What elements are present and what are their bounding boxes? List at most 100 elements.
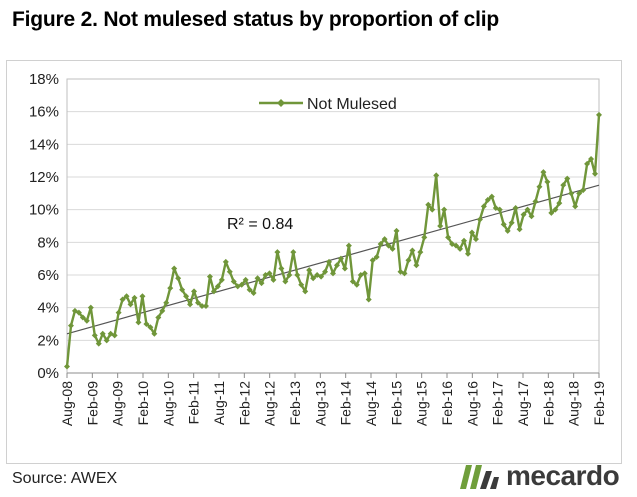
data-point xyxy=(99,330,106,337)
data-point xyxy=(504,227,511,234)
data-point xyxy=(512,205,519,212)
legend-marker xyxy=(277,99,285,107)
data-point xyxy=(592,170,599,177)
x-tick-label: Feb-18 xyxy=(540,381,556,426)
data-point xyxy=(476,216,483,223)
data-point xyxy=(520,211,527,218)
data-point xyxy=(187,301,194,308)
trendline xyxy=(66,184,600,335)
data-point xyxy=(480,203,487,210)
x-tick-label: Aug-10 xyxy=(160,381,176,426)
data-point xyxy=(429,206,436,213)
data-point xyxy=(294,272,301,278)
x-tick-label: Aug-14 xyxy=(363,381,379,426)
data-point xyxy=(409,247,416,254)
data-point xyxy=(353,281,360,288)
data-point xyxy=(111,332,118,339)
data-point xyxy=(413,262,420,269)
data-point xyxy=(365,296,372,303)
data-point xyxy=(393,227,400,234)
data-point xyxy=(131,294,138,301)
data-point xyxy=(508,219,515,226)
data-point xyxy=(330,270,336,277)
data-point xyxy=(119,296,126,303)
mecardo-logo-icon xyxy=(460,465,499,489)
y-tick-label: 6% xyxy=(37,267,59,284)
data-point xyxy=(282,278,289,285)
data-point xyxy=(210,288,217,295)
line-chart: 0% 2% 4% 6% 8% 10% 12% 14% 16% 18% Aug-08 Feb-09 Aug… xyxy=(29,71,607,426)
data-point xyxy=(441,206,448,213)
x-tick-label: Aug-08 xyxy=(59,381,75,426)
data-point xyxy=(171,265,178,272)
data-point xyxy=(333,262,340,269)
data-point xyxy=(266,270,273,277)
data-point xyxy=(544,178,551,185)
x-tick-label: Aug-16 xyxy=(464,381,480,426)
data-point xyxy=(516,226,523,233)
data-point xyxy=(421,234,428,241)
data-point xyxy=(163,299,170,306)
data-point xyxy=(385,242,392,249)
data-point xyxy=(361,270,368,277)
data-point xyxy=(528,213,535,220)
x-tick-label: Aug-11 xyxy=(211,381,227,425)
data-point xyxy=(155,314,162,321)
x-tick-label: Aug-12 xyxy=(262,381,278,426)
data-point xyxy=(445,234,452,241)
data-point xyxy=(552,206,559,213)
data-point xyxy=(135,319,142,326)
data-point xyxy=(484,196,491,203)
data-point xyxy=(524,206,531,213)
data-point xyxy=(127,301,134,308)
data-point xyxy=(226,268,233,275)
data-point xyxy=(540,169,547,176)
data-point xyxy=(389,245,396,252)
data-point xyxy=(453,242,460,249)
data-point xyxy=(254,275,261,282)
data-point xyxy=(286,272,293,278)
data-point xyxy=(67,322,74,329)
x-tick-label: Feb-11 xyxy=(186,381,202,425)
data-point xyxy=(71,307,78,314)
x-tick-label: Feb-16 xyxy=(439,381,455,426)
data-point xyxy=(79,314,86,321)
data-point xyxy=(298,281,305,288)
data-point xyxy=(588,156,595,163)
y-tick-label: 10% xyxy=(29,202,59,219)
x-tick-label: Feb-09 xyxy=(84,381,100,426)
data-point xyxy=(123,293,130,300)
data-point xyxy=(222,258,229,265)
data-point xyxy=(580,187,587,194)
data-point xyxy=(202,303,209,310)
data-point xyxy=(75,309,82,316)
y-tick-label: 2% xyxy=(37,332,59,349)
data-point xyxy=(159,307,166,314)
x-tick-label: Feb-12 xyxy=(236,381,252,426)
chart-title: Figure 2. Not mulesed status by proporti… xyxy=(12,8,500,31)
chart-area: 0% 2% 4% 6% 8% 10% 12% 14% 16% 18% Aug-08 Feb-09 Aug… xyxy=(6,60,622,464)
data-point xyxy=(322,268,329,275)
data-point xyxy=(175,275,182,282)
data-point xyxy=(95,340,102,347)
y-tick-label: 8% xyxy=(37,234,59,251)
data-point xyxy=(532,198,539,205)
data-point xyxy=(568,190,575,197)
data-point xyxy=(572,203,579,210)
data-point xyxy=(246,286,253,293)
series-line-not-mulesed xyxy=(65,114,601,367)
data-point xyxy=(230,278,237,285)
data-point xyxy=(290,249,297,256)
data-point xyxy=(472,236,479,243)
data-point xyxy=(147,324,154,331)
data-point xyxy=(596,111,602,118)
data-point xyxy=(584,160,591,167)
data-point xyxy=(556,200,563,207)
data-point xyxy=(437,223,444,229)
x-tick-label: Feb-17 xyxy=(490,381,506,426)
y-tick-label: 14% xyxy=(29,136,59,153)
data-point xyxy=(326,258,333,265)
data-point xyxy=(349,278,356,285)
data-point xyxy=(91,332,98,339)
data-point xyxy=(468,229,475,236)
